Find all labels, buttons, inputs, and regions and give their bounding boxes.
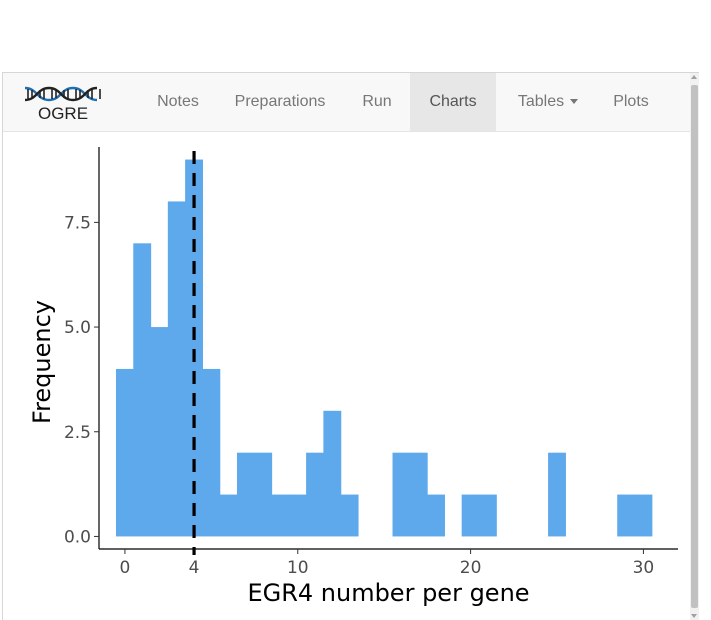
scroll-up-icon[interactable] [691,75,697,79]
histogram-bar [340,494,359,537]
histogram-bar [219,494,238,537]
scroll-down-icon[interactable] [691,614,697,618]
y-tick-label: 0.0 [64,527,91,547]
x-tick-label: 20 [460,558,482,578]
x-tick-label: 0 [120,558,131,578]
nav-run[interactable]: Run [347,73,407,131]
nav-plots[interactable]: Plots [601,73,661,131]
x-ticks: 0 4 10 20 30 [120,549,655,578]
histogram-bar [548,452,566,537]
histogram-bar [461,494,480,537]
x-tick-label: 30 [633,558,655,578]
histogram-bar [634,494,653,537]
nav-notes[interactable]: Notes [143,73,213,131]
brand-logo[interactable]: OGRE [21,85,105,125]
x-tick-label: 10 [287,558,309,578]
histogram-bar [409,452,428,537]
histogram-bar [133,243,152,537]
y-tick-label: 2.5 [64,423,91,443]
nav-run-label: Run [362,93,392,110]
scrollbar-thumb[interactable] [691,85,698,608]
histogram-bar [167,201,186,537]
histogram-bar [236,452,255,537]
histogram-bar [478,494,497,537]
nav-notes-label: Notes [157,93,199,110]
histogram-bar [392,452,411,537]
histogram-bar [617,494,636,537]
y-axis-label: Frequency [28,300,56,424]
nav-plots-label: Plots [613,93,649,110]
histogram-bar [254,452,273,537]
histogram-bar [185,159,203,537]
nav-charts[interactable]: Charts [410,73,496,131]
brand-label: OGRE [37,104,89,123]
histogram-bar [115,368,134,537]
y-tick-label: 7.5 [64,213,91,233]
histogram-bar [288,494,307,537]
histogram-bar [150,327,169,537]
x-tick-label: 4 [189,558,200,578]
histogram-bar [271,494,290,537]
nav-preparations-label: Preparations [234,93,326,110]
histogram-bars [115,159,653,537]
x-axis-label: EGR4 number per gene [247,579,529,607]
histogram-bar [427,494,445,537]
histogram-chart: 0.0 2.5 5.0 7.5 0 4 10 20 30 EGR4 number per ge… [28,147,678,607]
nav-tables-dropdown[interactable]: Tables [498,73,598,131]
top-navbar: OGRE Notes Preparations Run Charts Table… [3,73,690,132]
vertical-scrollbar[interactable] [690,73,699,620]
nav-charts-label: Charts [429,93,477,110]
y-ticks: 0.0 2.5 5.0 7.5 [64,213,99,547]
dna-icon [24,86,101,102]
nav-tables-label: Tables [517,93,565,110]
caret-down-icon [570,99,579,105]
histogram-bar [306,452,324,537]
histogram-bar [202,368,221,537]
nav-preparations[interactable]: Preparations [219,73,341,131]
y-tick-label: 5.0 [64,318,91,338]
histogram-bar [323,410,342,537]
